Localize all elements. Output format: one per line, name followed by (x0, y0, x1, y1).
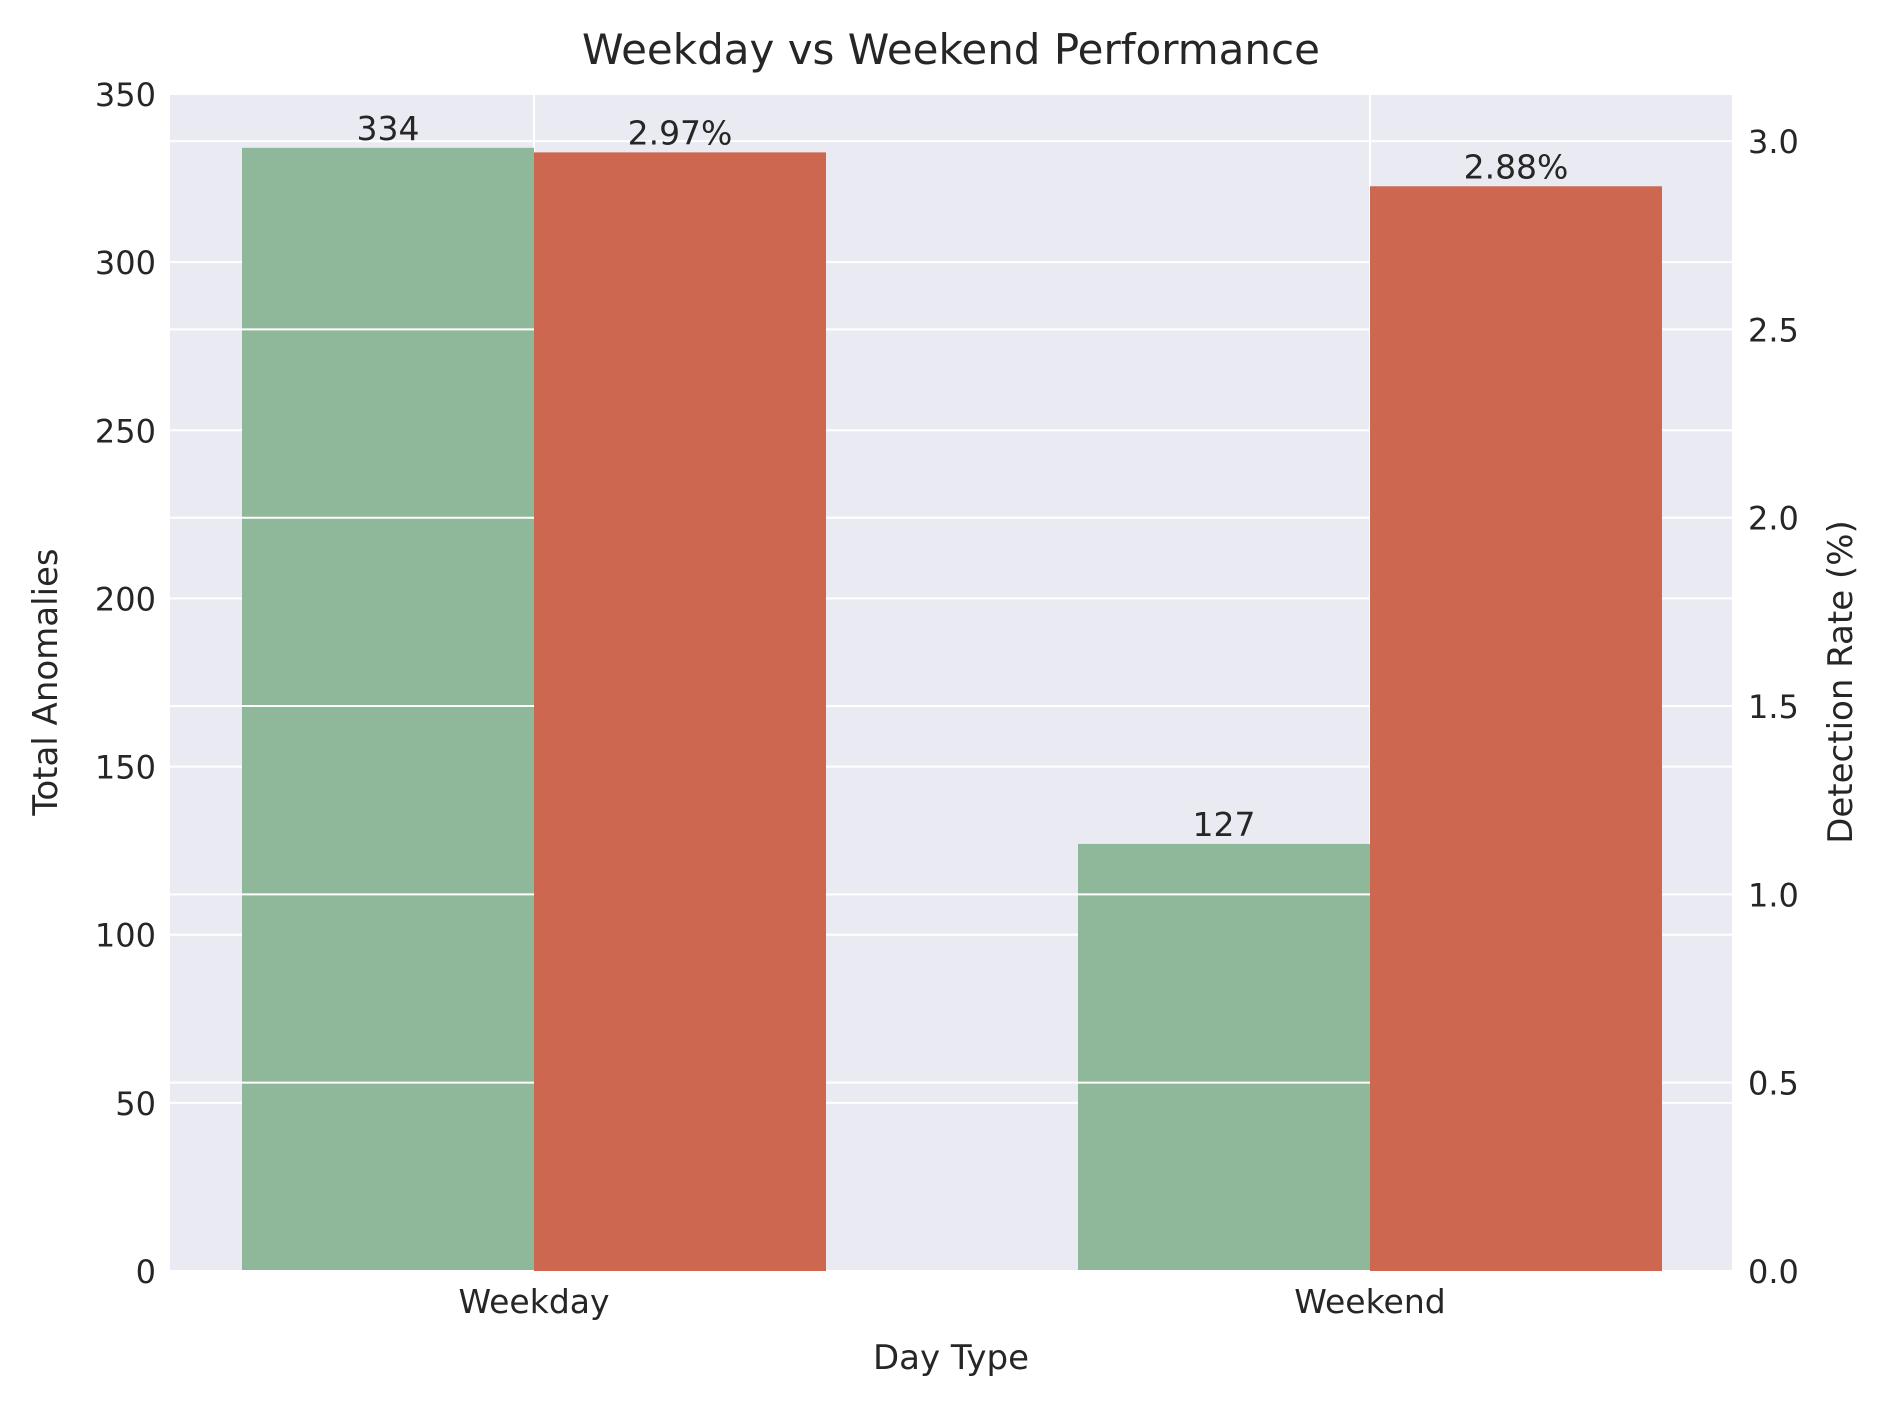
bar-anomalies-weekend (1078, 843, 1370, 1271)
x-tick-labels: Weekday Weekend (458, 1282, 1445, 1321)
left-tick-label: 350 (95, 76, 156, 114)
left-tick-label: 50 (115, 1085, 156, 1123)
right-y-axis-label: Detection Rate (%) (1821, 520, 1861, 844)
left-tick-label: 150 (95, 749, 156, 787)
right-tick-label: 0.5 (1748, 1065, 1799, 1103)
bar-label-anomalies: 334 (357, 109, 420, 148)
rate-bars (534, 152, 1662, 1272)
left-tick-label: 300 (95, 244, 156, 282)
left-y-axis-label: Total Anomalies (26, 548, 66, 816)
chart-title: Weekday vs Weekend Performance (582, 25, 1320, 74)
right-tick-label: 2.0 (1748, 500, 1799, 538)
right-tick-label: 1.5 (1748, 688, 1799, 726)
right-tick-label: 1.0 (1748, 876, 1799, 914)
left-tick-label: 200 (95, 580, 156, 618)
bar-anomalies-weekday (242, 147, 534, 1272)
left-tick-label: 250 (95, 412, 156, 450)
bar-rate-weekend (1370, 186, 1662, 1271)
x-axis-label: Day Type (873, 1338, 1029, 1378)
bar-label-anomalies: 127 (1193, 805, 1256, 844)
left-tick-label: 100 (95, 917, 156, 955)
right-tick-labels: 0.0 0.5 1.0 1.5 2.0 2.5 3.0 (1748, 123, 1799, 1291)
bar-rate-weekday (534, 152, 826, 1272)
right-tick-label: 0.0 (1748, 1253, 1799, 1291)
left-tick-label: 0 (136, 1253, 156, 1291)
left-tick-labels: 0 50 100 150 200 250 300 350 (95, 76, 156, 1291)
bar-label-rate: 2.88% (1464, 147, 1569, 186)
x-tick-label: Weekend (1294, 1282, 1445, 1321)
bar-value-labels: 334 2.97% 127 2.88% (357, 109, 1569, 844)
right-tick-label: 3.0 (1748, 123, 1799, 161)
anomaly-bars (242, 147, 1370, 1272)
bar-label-rate: 2.97% (628, 113, 733, 152)
right-tick-label: 2.5 (1748, 311, 1799, 349)
x-tick-label: Weekday (458, 1282, 609, 1321)
overlay-gridlines (242, 328, 1370, 1272)
